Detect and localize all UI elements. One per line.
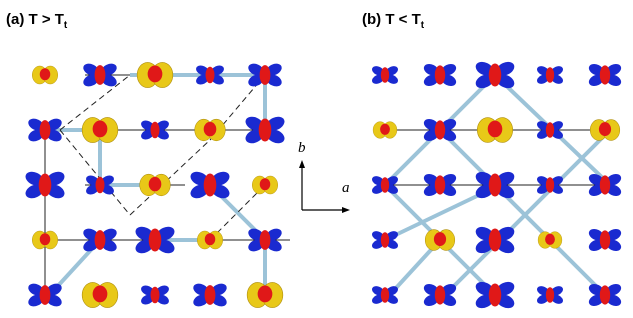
orbital [82, 117, 118, 142]
orbital [137, 62, 173, 87]
orbital-core [381, 67, 389, 82]
panel-label: (a) T > T [6, 11, 64, 28]
orbital-core [546, 287, 554, 302]
orbital-core [546, 177, 554, 192]
panel-subscript: t [421, 20, 425, 31]
orbital-core [151, 122, 160, 139]
orbital [590, 120, 620, 141]
orbital [373, 122, 397, 139]
panel-label: (b) T < T [362, 11, 421, 28]
orbital-core [435, 285, 445, 304]
orbital [32, 66, 58, 84]
orbital [587, 227, 623, 254]
orbital-core [40, 120, 51, 140]
orbital-core [258, 286, 273, 303]
orbital-core [600, 65, 610, 84]
orbital-core [599, 122, 611, 136]
orbital [371, 284, 400, 305]
orbital-core [93, 121, 108, 138]
orbital [425, 230, 455, 251]
orbital-core [435, 65, 445, 84]
orbital-core [40, 285, 51, 305]
orbital [587, 62, 623, 89]
orbital-core [489, 284, 501, 307]
orbital [139, 284, 170, 307]
orbital-core [39, 173, 52, 196]
orbital [252, 176, 278, 194]
orbital [23, 169, 66, 201]
orbital-core [380, 124, 390, 135]
orbital [536, 284, 565, 305]
orbital [140, 174, 171, 196]
orbital-core [489, 64, 501, 87]
orbital-core [40, 68, 51, 80]
orbital [191, 281, 228, 308]
orbital-core [435, 120, 445, 139]
orbital-core [151, 287, 160, 304]
orbital-core [489, 229, 501, 252]
axis-label: a [342, 180, 350, 196]
axes-indicator: b a [298, 140, 350, 213]
orbital-core [259, 118, 272, 141]
panel-title: (b) T < Tt [362, 11, 425, 31]
orbital-core [488, 121, 503, 138]
orbital-core [435, 175, 445, 194]
panel-subscript: t [64, 20, 68, 31]
orbital [195, 119, 226, 141]
orbital-core [149, 177, 162, 191]
lattice-lines [45, 75, 610, 300]
orbital [473, 279, 516, 311]
orbital-core [381, 232, 389, 247]
orbital [422, 62, 458, 89]
arrowhead [342, 207, 350, 213]
orbital-core [260, 65, 271, 85]
orbital-core [93, 286, 108, 303]
orbital-core [40, 233, 51, 245]
orbital-core [260, 230, 271, 250]
orbital-core [600, 285, 610, 304]
orbital [422, 282, 458, 309]
orbital-core [149, 228, 162, 251]
orbital-core [204, 173, 217, 196]
orbital-core [600, 230, 610, 249]
orbital-core [204, 122, 217, 136]
orbital-core [148, 66, 163, 83]
orbital-core [546, 67, 554, 82]
orbital-core [381, 177, 389, 192]
orbital [536, 64, 565, 85]
orbital-core [95, 65, 106, 85]
panel-title: (a) T > Tt [6, 11, 68, 31]
orbital [26, 281, 63, 308]
orbital-core [205, 233, 216, 245]
orbital-core [545, 234, 555, 245]
orbital [247, 282, 283, 307]
page: {"panels": [ {"label": "(a) T > T", "sub… [0, 0, 633, 318]
orbital-core [96, 177, 105, 194]
orbital [473, 59, 516, 91]
orbital [32, 231, 58, 249]
orbital [371, 64, 400, 85]
orbital-core [546, 122, 554, 137]
orbital-core [381, 287, 389, 302]
dash-line [60, 130, 130, 215]
orbital [587, 282, 623, 309]
orbital-core [205, 285, 216, 305]
figure: (a) T > Tt (b) T < Tt b a [0, 0, 633, 318]
orbital [197, 231, 223, 249]
orbital-core [95, 230, 106, 250]
orbital [82, 282, 118, 307]
orbital [371, 229, 400, 250]
orbital [477, 118, 512, 143]
orbital-core [260, 178, 271, 190]
orbital-core [206, 67, 215, 84]
orbital [188, 169, 231, 201]
axis-label: b [298, 140, 306, 156]
orbital-core [489, 174, 501, 197]
orbital [473, 224, 516, 256]
orbital [538, 232, 562, 249]
orbital-core [434, 232, 446, 246]
arrowhead [299, 160, 305, 168]
orbital-core [600, 175, 610, 194]
